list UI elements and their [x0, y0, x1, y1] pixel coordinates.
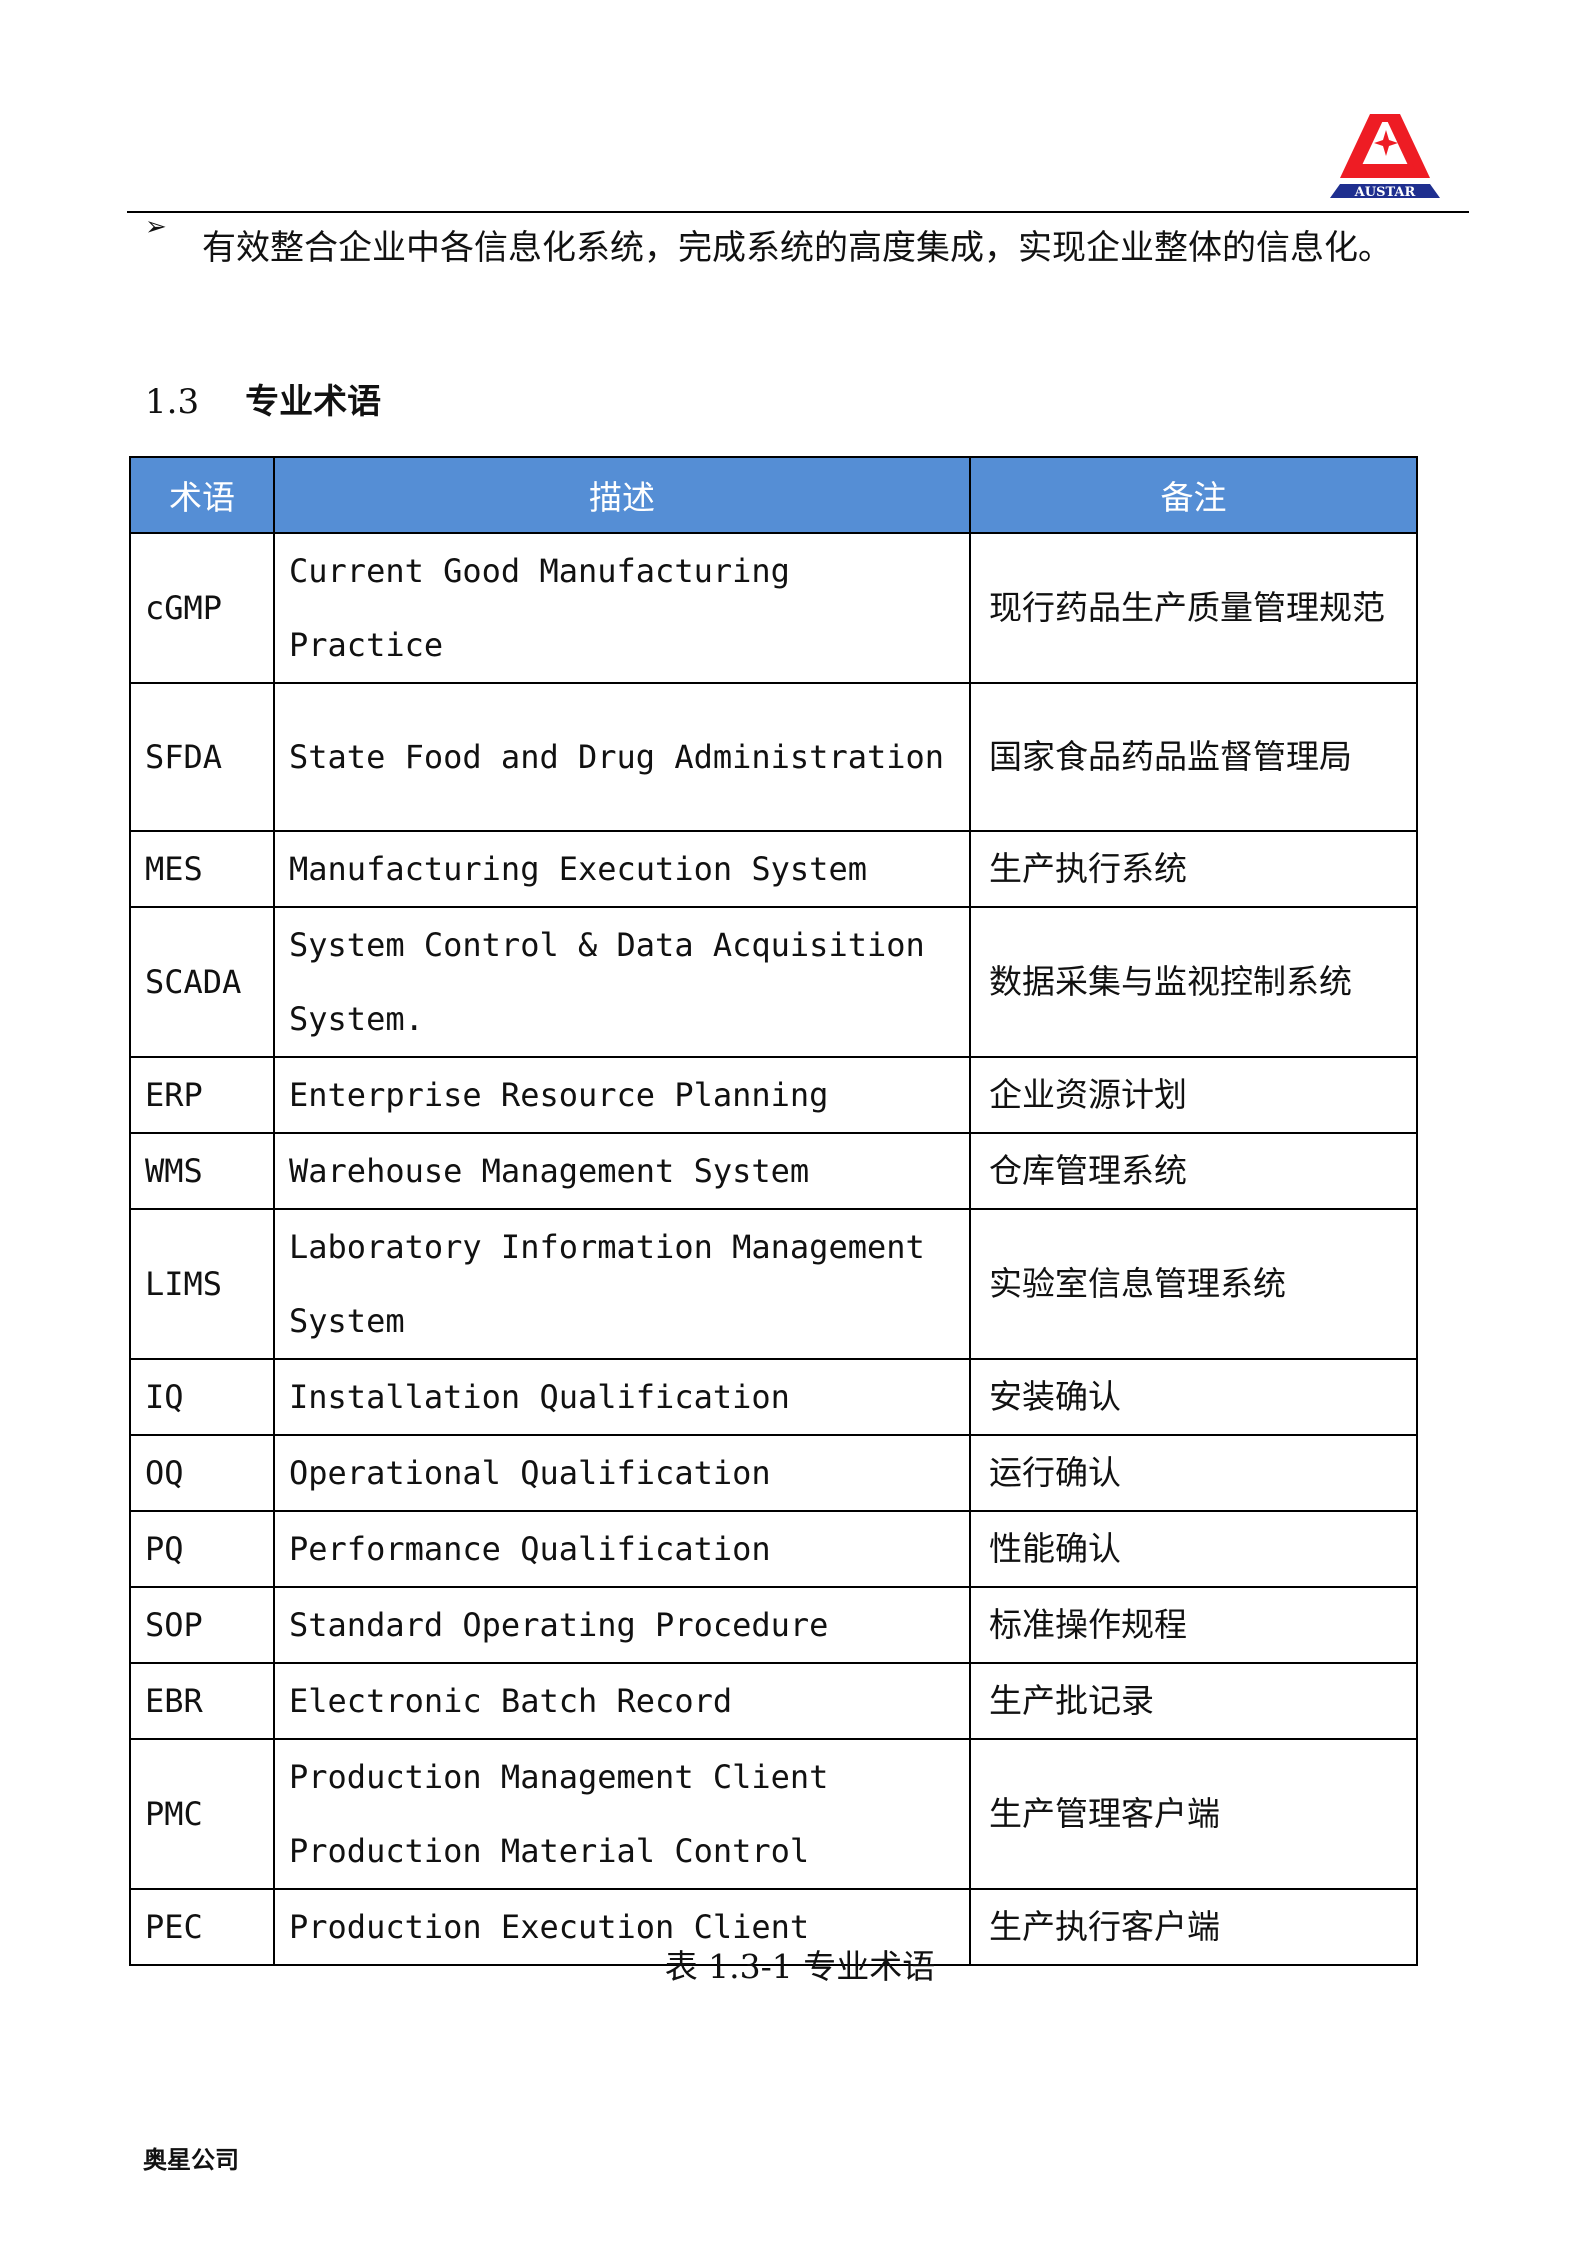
description-line: Installation Qualification — [289, 1378, 790, 1416]
table-row: EBR Electronic Batch Record 生产批记录 — [129, 1662, 1418, 1740]
note-cell: 生产执行系统 — [969, 830, 1418, 908]
description-line: State Food and Drug Administration — [289, 738, 945, 776]
note-cell: 标准操作规程 — [969, 1586, 1418, 1664]
description-line: Performance Qualification — [289, 1530, 771, 1568]
description-cell: Electronic Batch Record — [273, 1662, 971, 1740]
term-cell: EBR — [129, 1662, 275, 1740]
description-line: Production Execution Client — [289, 1908, 810, 1946]
description-line: Operational Qualification — [289, 1454, 771, 1492]
description-line: Warehouse Management System — [289, 1152, 810, 1190]
description-cell: Current Good Manufacturing Practice — [273, 532, 971, 684]
table-row: LIMS Laboratory Information Management Sy… — [129, 1208, 1418, 1360]
table-row: WMS Warehouse Management System 仓库管理系统 — [129, 1132, 1418, 1210]
table-row: MES Manufacturing Execution System 生产执行系统 — [129, 830, 1418, 908]
description-cell: Production Execution Client — [273, 1888, 971, 1966]
table-row: PQ Performance Qualification 性能确认 — [129, 1510, 1418, 1588]
table-row: OQ Operational Qualification 运行确认 — [129, 1434, 1418, 1512]
description-line: Standard Operating Procedure — [289, 1606, 829, 1644]
intro-paragraph: 有效整合企业中各信息化系统，完成系统的高度集成，实现企业整体的信息化。 — [202, 228, 1392, 268]
term-cell: PQ — [129, 1510, 275, 1588]
section-number: 1.3 — [145, 382, 200, 422]
austar-logo: AUSTAR — [1330, 114, 1440, 200]
description-cell: Production Management Client Production M… — [273, 1738, 971, 1890]
description-cell: Performance Qualification — [273, 1510, 971, 1588]
description-cell: System Control & Data Acquisition System… — [273, 906, 971, 1058]
note-cell: 生产批记录 — [969, 1662, 1418, 1740]
description-line: System Control & Data Acquisition System… — [289, 926, 925, 1038]
note-cell: 企业资源计划 — [969, 1056, 1418, 1134]
table-row: SCADA System Control & Data Acquisition S… — [129, 906, 1418, 1058]
table-row: IQ Installation Qualification 安装确认 — [129, 1358, 1418, 1436]
description-cell: Manufacturing Execution System — [273, 830, 971, 908]
arrow-bullet-icon: ➢ — [145, 212, 167, 242]
description-line: Manufacturing Execution System — [289, 850, 867, 888]
term-cell: cGMP — [129, 532, 275, 684]
note-cell: 实验室信息管理系统 — [969, 1208, 1418, 1360]
term-cell: MES — [129, 830, 275, 908]
note-cell: 生产执行客户端 — [969, 1888, 1418, 1966]
term-cell: PEC — [129, 1888, 275, 1966]
table-row: SFDA State Food and Drug Administration 国家… — [129, 682, 1418, 832]
term-cell: OQ — [129, 1434, 275, 1512]
term-cell: SCADA — [129, 906, 275, 1058]
description-cell: Warehouse Management System — [273, 1132, 971, 1210]
table-row: ERP Enterprise Resource Planning 企业资源计划 — [129, 1056, 1418, 1134]
note-cell: 生产管理客户端 — [969, 1738, 1418, 1890]
note-cell: 性能确认 — [969, 1510, 1418, 1588]
column-header-term: 术语 — [129, 456, 275, 534]
glossary-table: 术语 描述 备注 cGMP Current Good Manufacturing … — [129, 456, 1418, 1966]
note-cell: 国家食品药品监督管理局 — [969, 682, 1418, 832]
term-cell: LIMS — [129, 1208, 275, 1360]
term-cell: IQ — [129, 1358, 275, 1436]
description-cell: Enterprise Resource Planning — [273, 1056, 971, 1134]
column-header-description: 描述 — [273, 456, 971, 534]
note-cell: 现行药品生产质量管理规范 — [969, 532, 1418, 684]
description-cell: State Food and Drug Administration — [273, 682, 971, 832]
description-line: Production Management Client — [289, 1758, 829, 1796]
section-heading: 1.3 专业术语 — [145, 374, 381, 423]
section-title: 专业术语 — [245, 382, 382, 422]
header-rule — [127, 211, 1469, 213]
note-cell: 安装确认 — [969, 1358, 1418, 1436]
term-cell: SOP — [129, 1586, 275, 1664]
term-cell: ERP — [129, 1056, 275, 1134]
footer-company: 奥星公司 — [143, 2146, 239, 2174]
description-line: Current Good Manufacturing Practice — [289, 552, 790, 664]
note-cell: 运行确认 — [969, 1434, 1418, 1512]
description-line: Laboratory Information Management System — [289, 1228, 925, 1340]
table-caption: 表 1.3-1 专业术语 — [664, 1947, 936, 1986]
column-header-note: 备注 — [969, 456, 1418, 534]
svg-text:AUSTAR: AUSTAR — [1354, 185, 1416, 200]
table-row: PEC Production Execution Client 生产执行客户端 — [129, 1888, 1418, 1966]
description-cell: Operational Qualification — [273, 1434, 971, 1512]
term-cell: WMS — [129, 1132, 275, 1210]
table-row: cGMP Current Good Manufacturing Practice 现… — [129, 532, 1418, 684]
note-cell: 仓库管理系统 — [969, 1132, 1418, 1210]
description-cell: Laboratory Information Management System — [273, 1208, 971, 1360]
term-cell: PMC — [129, 1738, 275, 1890]
description-cell: Installation Qualification — [273, 1358, 971, 1436]
description-line: Electronic Batch Record — [289, 1682, 733, 1720]
description-cell: Standard Operating Procedure — [273, 1586, 971, 1664]
term-cell: SFDA — [129, 682, 275, 832]
table-row: PMC Production Management Client Productio… — [129, 1738, 1418, 1890]
table-row: SOP Standard Operating Procedure 标准操作规程 — [129, 1586, 1418, 1664]
description-line: Production Material Control — [289, 1832, 810, 1870]
note-cell: 数据采集与监视控制系统 — [969, 906, 1418, 1058]
description-line: Enterprise Resource Planning — [289, 1076, 829, 1114]
